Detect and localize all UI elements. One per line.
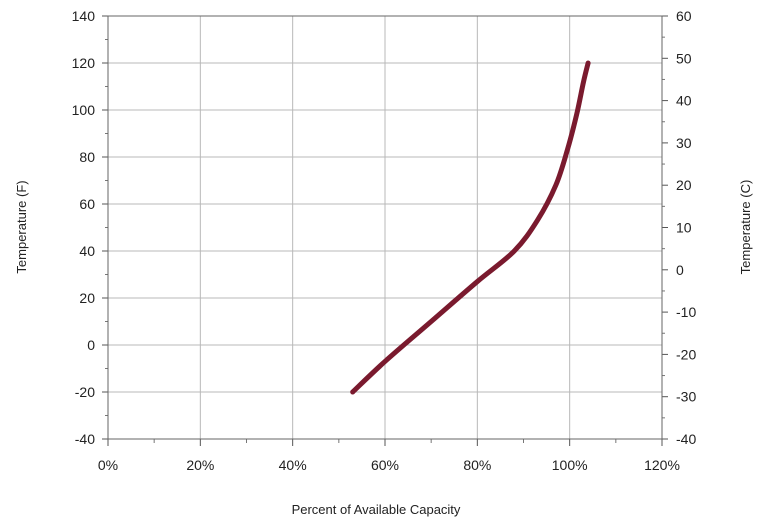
y-axis-title-left: Temperature (F) (14, 180, 29, 273)
x-tick-label: 60% (371, 457, 399, 473)
series (350, 60, 591, 395)
x-tick-label: 100% (552, 457, 588, 473)
x-axis-title: Percent of Available Capacity (292, 502, 461, 517)
series-line (350, 60, 591, 395)
y-right-tick-label: 30 (676, 135, 692, 151)
y-left-tick-label: 80 (79, 149, 95, 165)
y-right-tick-label: 40 (676, 93, 692, 109)
y-left-tick-label: -40 (75, 431, 95, 447)
x-tick-label: 20% (186, 457, 214, 473)
y-right-tick-label: -10 (676, 304, 696, 320)
y-left-tick-label: 40 (79, 243, 95, 259)
y-left-tick-label: -20 (75, 384, 95, 400)
y-left-tick-label: 20 (79, 290, 95, 306)
tick-labels: 0% 20% 40% 60% 80% 100% 120%140120100806040200… (72, 8, 697, 473)
y-right-tick-label: 60 (676, 8, 692, 24)
y-left-tick-label: 100 (72, 102, 96, 118)
y-left-tick-label: 60 (79, 196, 95, 212)
y-left-tick-label: 120 (72, 55, 96, 71)
y-axis-title-right: Temperature (C) (738, 180, 753, 275)
grid (108, 16, 662, 439)
plot-border (107, 15, 663, 440)
y-left-tick-label: 0 (87, 337, 95, 353)
y-right-tick-label: -20 (676, 346, 696, 362)
y-right-tick-label: 10 (676, 220, 692, 236)
y-right-tick-label: 50 (676, 50, 692, 66)
x-tick-label: 120% (644, 457, 680, 473)
axes (102, 15, 668, 446)
y-right-tick-label: -30 (676, 389, 696, 405)
y-left-tick-label: 140 (72, 8, 96, 24)
y-right-tick-label: -40 (676, 431, 696, 447)
y-right-tick-label: 20 (676, 177, 692, 193)
x-tick-label: 40% (279, 457, 307, 473)
x-tick-label: 0% (98, 457, 118, 473)
y-right-tick-label: 0 (676, 262, 684, 278)
x-tick-label: 80% (463, 457, 491, 473)
